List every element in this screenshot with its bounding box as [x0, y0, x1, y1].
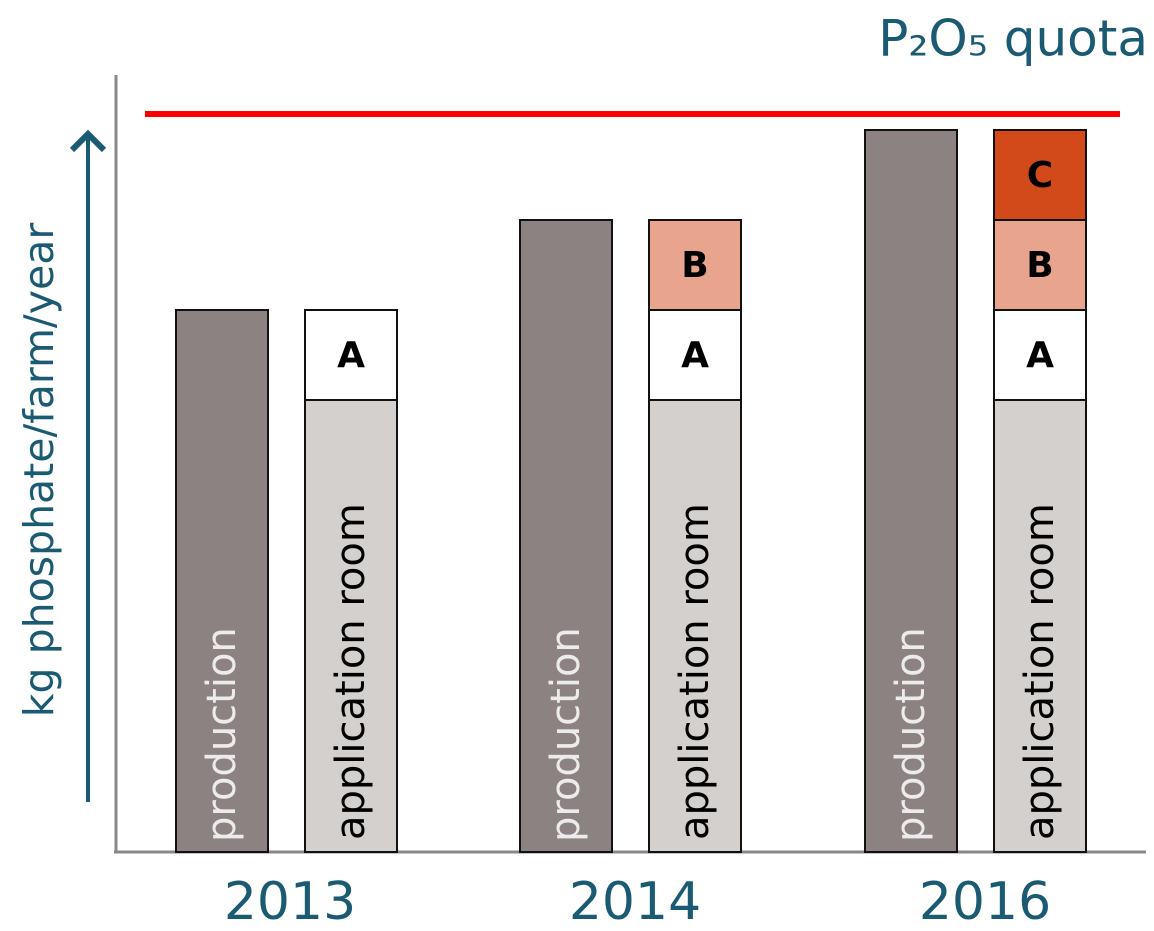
- segment-label: application room: [672, 503, 718, 840]
- production-bar: [864, 129, 958, 853]
- bars: production application room A 2013 productio…: [175, 129, 1087, 931]
- segment-label: A: [337, 335, 365, 376]
- segment-label: A: [681, 335, 709, 376]
- production-label: production: [199, 627, 245, 842]
- stack-segment: [993, 399, 1087, 853]
- production-bar: [519, 219, 613, 853]
- production-label: production: [888, 627, 934, 842]
- segment-label: application room: [1017, 503, 1063, 840]
- segment-label: C: [1027, 155, 1053, 196]
- year-label: 2016: [919, 872, 1051, 931]
- segment-label: B: [681, 245, 708, 286]
- year-label: 2013: [224, 872, 356, 931]
- segment-label: A: [1026, 335, 1054, 376]
- stack-segment: [304, 399, 398, 853]
- year-label: 2014: [569, 872, 701, 931]
- stack-segment: [993, 219, 1087, 311]
- stack-segment: [648, 219, 742, 311]
- stack-segment: [648, 309, 742, 401]
- stack-segment: [993, 129, 1087, 221]
- production-label: production: [543, 627, 589, 842]
- y-axis-label: kg phosphate/farm/year: [15, 223, 63, 718]
- segment-label: application room: [328, 503, 374, 840]
- quota-label: P₂O₅ quota: [878, 10, 1148, 68]
- segment-label: B: [1026, 245, 1053, 286]
- production-bar: [175, 309, 269, 853]
- stack-segment: [304, 309, 398, 401]
- stack-segment: [648, 399, 742, 853]
